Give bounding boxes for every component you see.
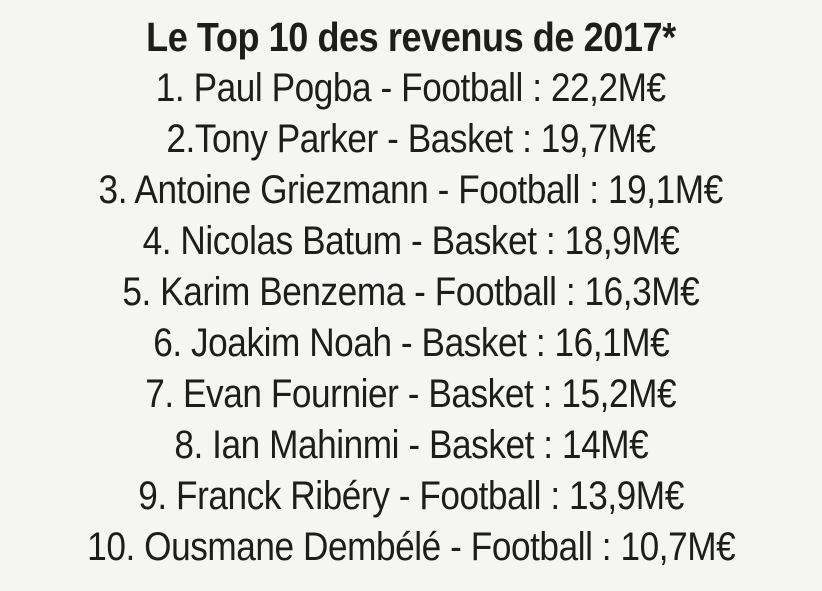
ranking-item-10: 10. Ousmane Dembélé - Football : 10,7M€ [0, 522, 822, 573]
ranking-item-9: 9. Franck Ribéry - Football : 13,9M€ [0, 471, 822, 522]
ranking-item-8: 8. Ian Mahinmi - Basket : 14M€ [0, 420, 822, 471]
ranking-item-3: 3. Antoine Griezmann - Football : 19,1M€ [0, 165, 822, 216]
page-title-text: Le Top 10 des revenus de 2017* [146, 14, 676, 60]
ranking-item-1: 1. Paul Pogba - Football : 22,2M€ [0, 63, 822, 114]
ranking-item-4: 4. Nicolas Batum - Basket : 18,9M€ [0, 216, 822, 267]
ranking-item-text: 6. Joakim Noah - Basket : 16,1M€ [152, 321, 670, 365]
page-title: Le Top 10 des revenus de 2017* [0, 12, 822, 63]
ranking-item-6: 6. Joakim Noah - Basket : 16,1M€ [0, 318, 822, 369]
ranking-item-text: 3. Antoine Griezmann - Football : 19,1M€ [98, 168, 724, 212]
ranking-item-2: 2.Tony Parker - Basket : 19,7M€ [0, 114, 822, 165]
ranking-item-text: 1. Paul Pogba - Football : 22,2M€ [156, 66, 666, 110]
ranking-item-7: 7. Evan Fournier - Basket : 15,2M€ [0, 369, 822, 420]
ranking-item-text: 5. Karim Benzema - Football : 16,3M€ [122, 270, 700, 314]
ranking-item-5: 5. Karim Benzema - Football : 16,3M€ [0, 267, 822, 318]
ranking-item-text: 8. Ian Mahinmi - Basket : 14M€ [174, 423, 648, 467]
ranking-item-text: 10. Ousmane Dembélé - Football : 10,7M€ [86, 525, 736, 569]
ranking-item-text: 4. Nicolas Batum - Basket : 18,9M€ [142, 219, 680, 263]
ranking-item-text: 9. Franck Ribéry - Football : 13,9M€ [138, 474, 684, 518]
ranking-item-text: 2.Tony Parker - Basket : 19,7M€ [166, 117, 656, 161]
ranking-item-text: 7. Evan Fournier - Basket : 15,2M€ [145, 372, 677, 416]
